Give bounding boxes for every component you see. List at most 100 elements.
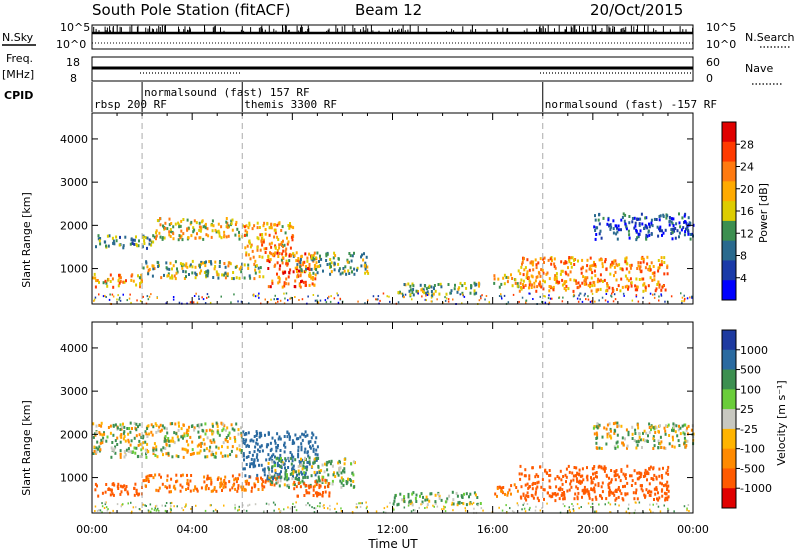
echo-cell [314,273,317,277]
echo-cell [177,221,180,225]
echo-cell [575,474,577,478]
echo-cell [266,222,269,226]
echo-cell [164,226,167,230]
echo-cell [634,288,637,292]
echo-cell [683,432,686,436]
echo-cell [287,506,289,509]
echo-cell [535,473,538,477]
echo-cell [408,289,411,293]
echo-cell [512,293,515,296]
echo-cell [600,485,603,489]
echo-cell [183,277,186,280]
echo-cell [353,485,356,489]
colorbar-tick-label: 28 [740,138,754,151]
echo-cell [241,488,244,492]
echo-cell [565,467,568,471]
echo-cell [276,476,279,480]
echo-cell [576,479,579,483]
echo-cell [609,263,612,267]
echo-cell [205,233,208,237]
echo-cell [630,474,633,478]
echo-cell [267,432,270,436]
echo-cell [591,300,593,303]
echo-cell [109,431,112,435]
echo-cell [641,489,644,493]
echo-cell [206,227,209,231]
echo-cell [334,507,336,510]
echo-cell [554,499,557,503]
echo-cell [412,284,415,288]
echo-cell [292,502,294,505]
echo-cell [569,511,571,513]
echo-cell [532,496,535,500]
echo-cell [367,271,370,275]
echo-cell [236,447,239,451]
echo-cell [614,270,617,274]
echo-cell [388,295,390,298]
echo-cell [193,426,196,430]
echo-cell [191,452,194,456]
echo-cell [316,457,319,460]
echo-cell [577,285,580,289]
echo-cell [260,434,263,437]
echo-cell [403,500,406,504]
echo-cell [120,427,123,431]
echo-cell [276,251,279,255]
nsky-label: N.Sky [2,31,34,44]
echo-cell [337,301,340,304]
echo-cell [193,428,196,432]
echo-cell [276,456,279,460]
echo-cell [93,299,95,302]
echo-cell [127,438,130,442]
echo-cell [282,249,285,253]
echo-cell [541,478,544,482]
echo-cell [170,509,172,512]
echo-cell [135,506,137,509]
echo-cell [543,261,545,264]
echo-cell [269,456,272,460]
echo-cell [610,295,613,298]
echo-cell [493,277,496,281]
echo-cell [213,487,216,491]
echo-cell [293,483,296,487]
echo-cell [285,252,288,256]
echo-cell [376,298,378,301]
echo-cell [226,440,229,444]
echo-cell [653,439,656,442]
echo-cell [622,292,625,295]
echo-cell [345,480,348,483]
echo-cell [628,236,631,240]
echo-cell [649,490,652,494]
echo-cell [236,489,239,493]
echo-cell [564,261,567,265]
echo-cell [130,439,133,443]
echo-cell [161,237,164,241]
echo-cell [531,283,533,287]
echo-cell [107,277,110,281]
echo-cell [481,294,483,297]
echo-cell [581,480,583,484]
echo-cell [142,235,145,239]
echo-cell [558,280,561,284]
echo-cell [312,461,315,465]
echo-cell [186,227,189,231]
echo-cell [240,449,243,452]
echo-cell [348,272,351,275]
echo-cell [330,270,333,274]
echo-cell [600,466,603,470]
echo-cell [286,478,289,482]
echo-cell [655,502,658,505]
echo-cell [247,481,250,485]
echo-cell [614,471,617,475]
echo-cell [518,289,521,293]
echo-cell [224,485,227,489]
echo-cell [225,235,228,239]
echo-cell [274,463,276,467]
echo-cell [532,298,534,300]
echo-cell [537,480,540,484]
echo-cell [655,477,658,481]
echo-cell [536,481,539,485]
echo-cell [644,216,647,220]
echo-cell [627,229,630,233]
echo-cell [372,295,375,298]
